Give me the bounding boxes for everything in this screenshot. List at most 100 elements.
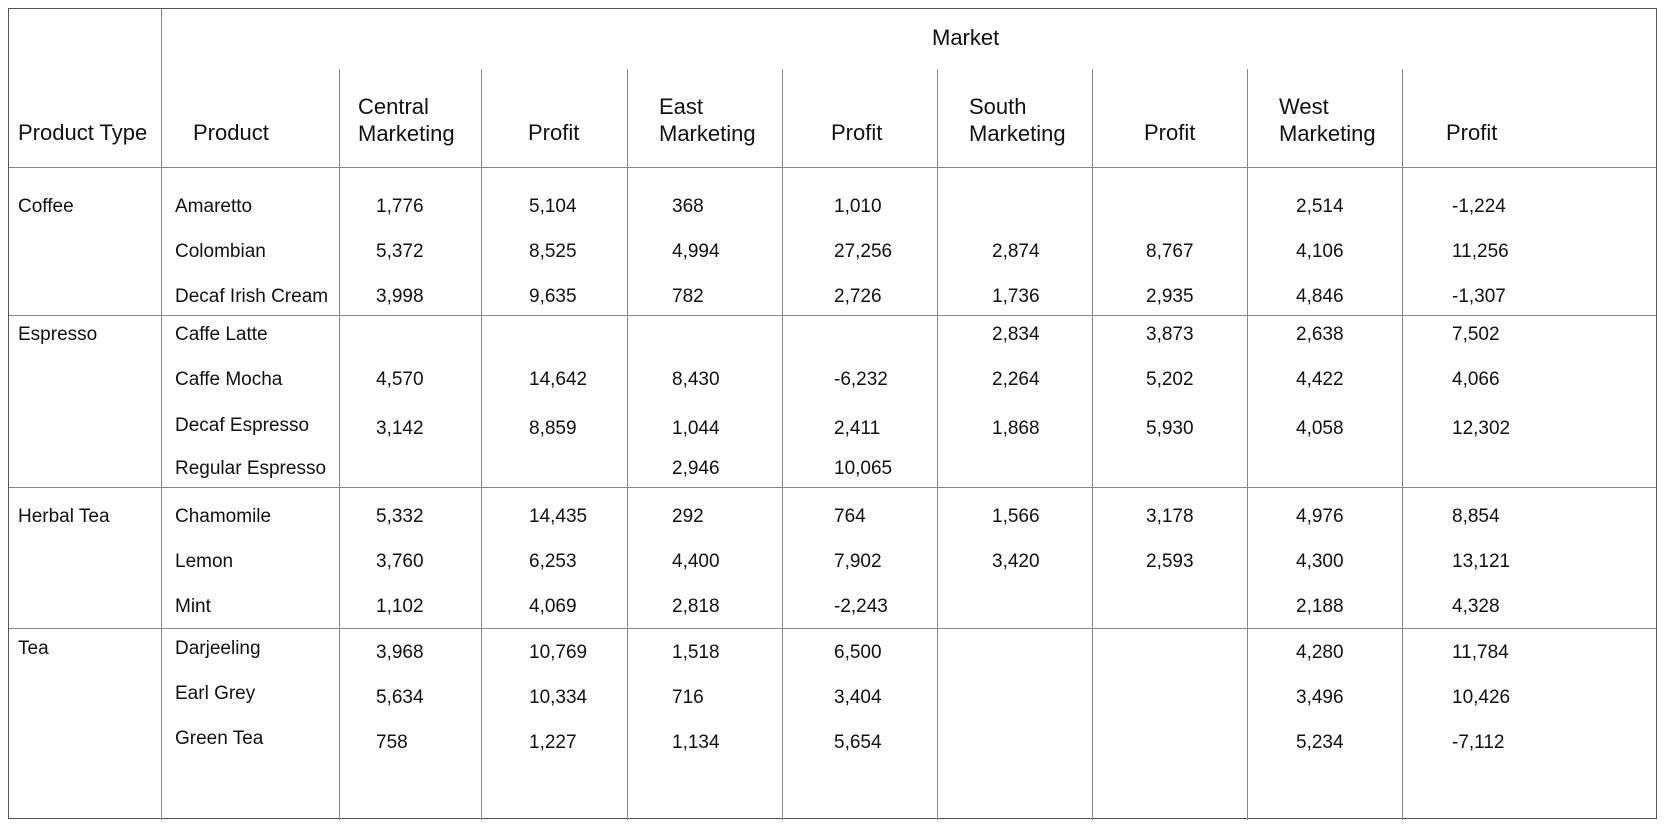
value-cell: 758: [376, 732, 408, 753]
row-divider: [9, 167, 1656, 168]
value-cell: 1,044: [672, 418, 720, 439]
value-cell: 4,106: [1296, 241, 1344, 262]
value-cell: 1,736: [992, 286, 1040, 307]
value-cell: -1,307: [1452, 286, 1506, 307]
value-cell: 4,328: [1452, 596, 1500, 617]
column-header: West Marketing: [1279, 94, 1376, 146]
column-header: Product: [193, 120, 269, 145]
product-cell: Caffe Latte: [175, 324, 268, 345]
value-cell: 10,426: [1452, 687, 1511, 708]
value-cell: -7,112: [1452, 732, 1505, 753]
value-cell: 10,769: [529, 642, 588, 663]
value-cell: -2,243: [834, 596, 888, 617]
value-cell: 2,188: [1296, 596, 1344, 617]
value-cell: 3,760: [376, 551, 424, 572]
value-cell: 27,256: [834, 241, 893, 262]
market-group-header: Market: [932, 25, 1000, 50]
value-cell: 8,767: [1146, 241, 1194, 262]
value-cell: 2,946: [672, 458, 720, 479]
value-cell: 716: [672, 687, 704, 708]
column-divider: [937, 69, 938, 820]
product-type-cell: Tea: [18, 638, 49, 659]
value-cell: 5,234: [1296, 732, 1344, 753]
value-cell: 4,280: [1296, 642, 1344, 663]
value-cell: 1,566: [992, 506, 1040, 527]
value-cell: 5,104: [529, 196, 577, 217]
column-header: Profit: [831, 120, 883, 145]
product-cell: Earl Grey: [175, 683, 256, 704]
row-divider: [9, 487, 1656, 488]
column-divider: [1402, 69, 1403, 820]
product-cell: Darjeeling: [175, 638, 261, 659]
column-divider: [1092, 69, 1093, 820]
value-cell: 2,264: [992, 369, 1040, 390]
value-cell: 3,142: [376, 418, 424, 439]
column-header: Profit: [1446, 120, 1498, 145]
column-divider: [782, 69, 783, 820]
value-cell: 10,334: [529, 687, 588, 708]
value-cell: 1,227: [529, 732, 577, 753]
value-cell: 5,634: [376, 687, 424, 708]
product-cell: Amaretto: [175, 196, 253, 217]
product-cell: Chamomile: [175, 506, 272, 527]
value-cell: 4,066: [1452, 369, 1500, 390]
value-cell: 4,300: [1296, 551, 1344, 572]
value-cell: 2,411: [834, 418, 881, 439]
value-cell: 11,256: [1452, 241, 1509, 262]
value-cell: 3,968: [376, 642, 424, 663]
value-cell: 14,435: [529, 506, 588, 527]
product-type-cell: Coffee: [18, 196, 74, 217]
product-cell: Decaf Espresso: [175, 415, 310, 436]
value-cell: 4,994: [672, 241, 720, 262]
row-divider: [9, 315, 1656, 316]
value-cell: 4,570: [376, 369, 424, 390]
value-cell: 10,065: [834, 458, 893, 479]
product-cell: Colombian: [175, 241, 266, 262]
value-cell: 368: [672, 196, 704, 217]
value-cell: 4,422: [1296, 369, 1344, 390]
row-divider: [9, 628, 1656, 629]
product-type-cell: Espresso: [18, 324, 98, 345]
column-header: Central Marketing: [358, 94, 455, 146]
product-cell: Lemon: [175, 551, 234, 572]
value-cell: 3,873: [1146, 324, 1194, 345]
value-cell: 1,102: [376, 596, 424, 617]
value-cell: 6,253: [529, 551, 577, 572]
value-cell: 2,514: [1296, 196, 1344, 217]
value-cell: 2,818: [672, 596, 720, 617]
value-cell: 7,902: [834, 551, 882, 572]
value-cell: 5,332: [376, 506, 424, 527]
product-cell: Green Tea: [175, 728, 264, 749]
value-cell: 2,593: [1146, 551, 1194, 572]
value-cell: 1,868: [992, 418, 1040, 439]
value-cell: 6,500: [834, 642, 882, 663]
value-cell: 2,834: [992, 324, 1040, 345]
column-divider: [1247, 69, 1248, 820]
value-cell: 12,302: [1452, 418, 1511, 439]
column-header: East Marketing: [659, 94, 756, 146]
value-cell: 782: [672, 286, 704, 307]
value-cell: 8,854: [1452, 506, 1500, 527]
value-cell: 13,121: [1452, 551, 1511, 572]
value-cell: 5,654: [834, 732, 882, 753]
product-cell: Regular Espresso: [175, 458, 327, 479]
value-cell: 4,846: [1296, 286, 1344, 307]
column-header: South Marketing: [969, 94, 1066, 146]
column-header: Profit: [1144, 120, 1196, 145]
value-cell: 9,635: [529, 286, 577, 307]
value-cell: -1,224: [1452, 196, 1506, 217]
product-cell: Caffe Mocha: [175, 369, 283, 390]
value-cell: 764: [834, 506, 866, 527]
value-cell: 8,859: [529, 418, 577, 439]
value-cell: 292: [672, 506, 704, 527]
column-divider: [627, 69, 628, 820]
value-cell: 4,069: [529, 596, 577, 617]
value-cell: 4,058: [1296, 418, 1344, 439]
value-cell: 1,518: [672, 642, 720, 663]
value-cell: 3,404: [834, 687, 882, 708]
value-cell: 2,726: [834, 286, 882, 307]
value-cell: -6,232: [834, 369, 888, 390]
value-cell: 2,935: [1146, 286, 1194, 307]
product-cell: Mint: [175, 596, 211, 617]
pivot-table: Market Product Type Product Central Marketi…: [8, 8, 1657, 820]
